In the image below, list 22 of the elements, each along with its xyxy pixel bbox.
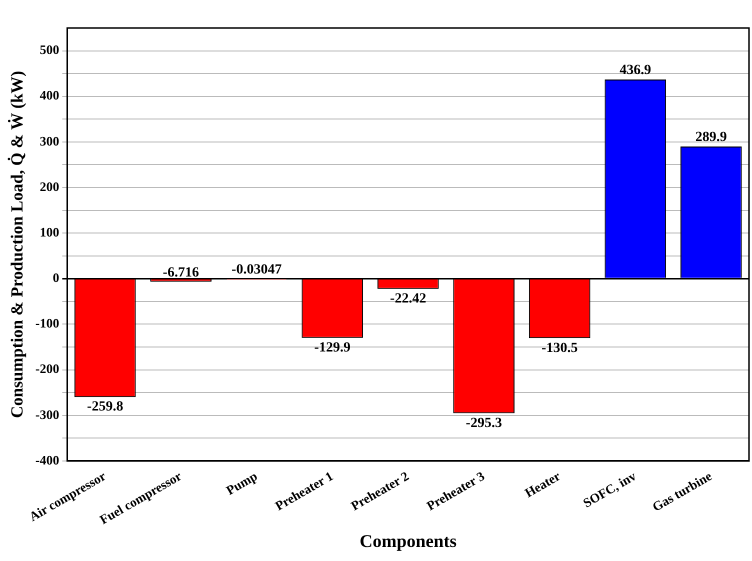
data-label: -0.03047 (232, 262, 282, 278)
data-label: -295.3 (466, 416, 502, 431)
data-label: -259.8 (87, 400, 124, 415)
data-label: -6.716 (162, 265, 199, 280)
y-tick-label: -400 (35, 452, 60, 468)
data-label: 289.9 (695, 130, 727, 146)
y-tick-label: -200 (35, 361, 60, 376)
data-label: 436.9 (620, 63, 652, 78)
y-tick-label: 400 (40, 88, 60, 103)
y-axis-title: Consumption & Production Load, Q̇ & Ẇ (kW) (8, 70, 27, 418)
y-tick-label: 300 (40, 133, 60, 148)
data-label: -130.5 (542, 340, 578, 356)
x-axis-title: Components (360, 530, 457, 551)
data-label: -22.42 (390, 292, 426, 306)
y-tick-label: -300 (35, 406, 60, 422)
y-tick-label: 100 (40, 224, 60, 240)
x-tick-label: Pump (224, 468, 260, 498)
y-tick-label: 0 (52, 270, 60, 286)
y-tick-label: 200 (40, 178, 60, 194)
y-tick-label: -100 (35, 316, 60, 331)
data-label: -129.9 (314, 340, 350, 356)
y-tick-label: 500 (40, 42, 60, 58)
